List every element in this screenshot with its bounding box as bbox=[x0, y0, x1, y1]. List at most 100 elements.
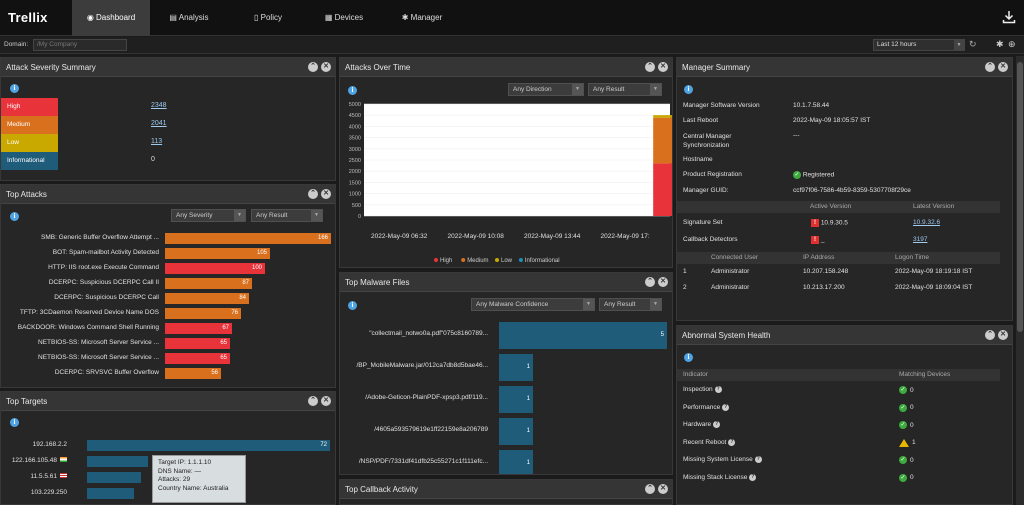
attack-name[interactable]: DCERPC: Suspicious DCERPC Call bbox=[54, 294, 159, 301]
target-bar[interactable] bbox=[87, 456, 148, 467]
collapse-icon[interactable]: ⌃ bbox=[308, 189, 318, 199]
signature-set-latest-link[interactable]: 10.9.32.6 bbox=[913, 219, 941, 226]
attack-bar[interactable]: 56 bbox=[165, 368, 221, 379]
target-ip[interactable]: 11.5.5.61 bbox=[30, 473, 67, 480]
attack-name[interactable]: SMB: Generic Buffer Overflow Attempt ... bbox=[40, 234, 159, 241]
help-icon[interactable]: ? bbox=[722, 403, 730, 411]
malware-file-name[interactable]: "collectmail_notwo0a.pdf"075c8160789... bbox=[369, 330, 488, 337]
attack-bar[interactable]: 105 bbox=[165, 248, 270, 259]
bar-segment-high[interactable] bbox=[653, 163, 673, 216]
attack-bar[interactable]: 67 bbox=[165, 323, 232, 334]
tab-dashboard[interactable]: ◉ Dashboard bbox=[72, 0, 150, 36]
severity-row[interactable]: High 2348 bbox=[1, 98, 335, 116]
close-icon[interactable]: ✕ bbox=[321, 189, 331, 199]
info-icon[interactable]: i bbox=[10, 212, 19, 221]
bar-segment-medium[interactable] bbox=[653, 117, 673, 164]
help-icon[interactable]: ? bbox=[749, 473, 757, 481]
info-icon[interactable]: i bbox=[10, 418, 19, 427]
time-range-select[interactable]: Last 12 hours ▼ bbox=[873, 39, 965, 51]
close-icon[interactable]: ✕ bbox=[321, 62, 331, 72]
collapse-icon[interactable]: ⌃ bbox=[985, 62, 995, 72]
attack-name[interactable]: DCERPC: SRVSVC Buffer Overflow bbox=[54, 369, 159, 376]
attack-bar[interactable]: 84 bbox=[165, 293, 249, 304]
matching-devices[interactable]: ✓ 0 bbox=[899, 456, 914, 464]
target-bar[interactable]: 72 bbox=[87, 440, 330, 451]
attack-name[interactable]: BOT: Spam-mailbot Activity Detected bbox=[52, 249, 159, 256]
attack-bar[interactable]: 65 bbox=[165, 353, 230, 364]
malware-bar[interactable]: 1 bbox=[499, 418, 533, 445]
matching-devices[interactable]: 1 bbox=[899, 438, 916, 447]
close-icon[interactable]: ✕ bbox=[998, 62, 1008, 72]
malware-bar[interactable]: 1 bbox=[499, 386, 533, 413]
legend-label[interactable]: Informational bbox=[525, 258, 560, 264]
info-icon[interactable]: i bbox=[684, 85, 693, 94]
malware-file-name[interactable]: /NSP/PDF/7331df41dfb25c55271c1f111efc... bbox=[358, 458, 488, 465]
info-icon[interactable]: i bbox=[10, 84, 19, 93]
severity-count[interactable]: 2348 bbox=[151, 102, 167, 109]
help-icon[interactable]: ? bbox=[754, 456, 762, 463]
malware-bar[interactable]: 1 bbox=[499, 450, 533, 474]
attack-name[interactable]: TFTP: 3CDaemon Reserved Device Name DOS bbox=[19, 309, 159, 316]
attack-name[interactable]: NETBIOS-SS: Microsoft Server Service ... bbox=[38, 354, 159, 361]
callback-detectors-latest-link[interactable]: 3197 bbox=[913, 236, 928, 243]
result-filter-select[interactable]: Any Result ▼ bbox=[251, 209, 323, 222]
legend-label[interactable]: Medium bbox=[467, 258, 488, 264]
severity-count[interactable]: 2041 bbox=[151, 120, 167, 127]
tab-analysis[interactable]: ▤ Analysis bbox=[158, 0, 220, 36]
collapse-icon[interactable]: ⌃ bbox=[645, 484, 655, 494]
target-ip[interactable]: 192.168.2.2 bbox=[33, 441, 67, 448]
attack-bar[interactable]: 100 bbox=[165, 263, 265, 274]
attack-name[interactable]: HTTP: IIS root.exe Execute Command bbox=[48, 264, 159, 271]
severity-filter-select[interactable]: Any Severity ▼ bbox=[171, 209, 246, 222]
collapse-icon[interactable]: ⌃ bbox=[645, 277, 655, 287]
target-ip[interactable]: 103.229.250 bbox=[31, 489, 67, 496]
close-icon[interactable]: ✕ bbox=[658, 277, 668, 287]
attack-bar[interactable]: 166 bbox=[165, 233, 331, 244]
matching-devices[interactable]: ✓ 0 bbox=[899, 473, 914, 482]
result-filter-select[interactable]: Any Result ▼ bbox=[588, 83, 662, 96]
close-icon[interactable]: ✕ bbox=[658, 484, 668, 494]
attack-bar[interactable]: 76 bbox=[165, 308, 241, 319]
tab-manager[interactable]: ✱ Manager bbox=[392, 0, 452, 36]
legend-label[interactable]: Low bbox=[501, 258, 513, 264]
settings-icon[interactable]: ✱ bbox=[996, 39, 1004, 49]
matching-devices[interactable]: ✓ 0 bbox=[899, 386, 914, 394]
scrollbar-thumb[interactable] bbox=[1017, 62, 1023, 332]
page-scrollbar[interactable] bbox=[1016, 56, 1024, 505]
add-widget-icon[interactable]: ⊕ bbox=[1008, 39, 1016, 49]
severity-count[interactable]: 113 bbox=[151, 138, 163, 145]
severity-row[interactable]: Low 113 bbox=[1, 134, 335, 152]
severity-row[interactable]: Informational 0 bbox=[1, 152, 335, 170]
collapse-icon[interactable]: ⌃ bbox=[308, 62, 318, 72]
info-icon[interactable]: i bbox=[348, 301, 357, 310]
domain-select[interactable]: /My Company bbox=[33, 39, 127, 51]
tab-policy[interactable]: ▯ Policy bbox=[240, 0, 296, 36]
help-icon[interactable]: ? bbox=[714, 386, 722, 393]
attack-name[interactable]: NETBIOS-SS: Microsoft Server Service ... bbox=[38, 339, 159, 346]
download-icon[interactable] bbox=[1002, 10, 1016, 24]
close-icon[interactable]: ✕ bbox=[321, 396, 331, 406]
close-icon[interactable]: ✕ bbox=[658, 62, 668, 72]
legend-label[interactable]: High bbox=[440, 258, 452, 264]
severity-row[interactable]: Medium 2041 bbox=[1, 116, 335, 134]
tab-devices[interactable]: ▦ Devices bbox=[316, 0, 372, 36]
collapse-icon[interactable]: ⌃ bbox=[645, 62, 655, 72]
help-icon[interactable]: ? bbox=[713, 421, 721, 428]
malware-confidence-select[interactable]: Any Malware Confidence ▼ bbox=[471, 298, 595, 311]
matching-devices[interactable]: ✓ 0 bbox=[899, 421, 914, 429]
attack-name[interactable]: DCERPC: Suspicious DCERPC Call II bbox=[48, 279, 159, 286]
collapse-icon[interactable]: ⌃ bbox=[985, 330, 995, 340]
malware-file-name[interactable]: /BP_MobileMalware.jar/012ca7db8d5bae46..… bbox=[356, 362, 488, 369]
matching-devices[interactable]: ✓ 0 bbox=[899, 403, 914, 412]
attack-bar[interactable]: 87 bbox=[165, 278, 252, 289]
malware-bar[interactable]: 5 bbox=[499, 322, 667, 349]
attack-bar[interactable]: 65 bbox=[165, 338, 230, 349]
malware-bar[interactable]: 1 bbox=[499, 354, 533, 381]
malware-file-name[interactable]: /Adobe-Geticon-PlainPDF-xpsp3.pdf/119... bbox=[365, 394, 488, 401]
info-icon[interactable]: i bbox=[684, 353, 693, 362]
attack-name[interactable]: BACKDOOR: Windows Command Shell Running bbox=[17, 324, 159, 331]
target-bar[interactable] bbox=[87, 488, 134, 499]
bar-segment-low[interactable] bbox=[653, 115, 673, 118]
result-filter-select[interactable]: Any Result ▼ bbox=[599, 298, 662, 311]
target-ip[interactable]: 122.166.105.48 bbox=[12, 457, 67, 464]
